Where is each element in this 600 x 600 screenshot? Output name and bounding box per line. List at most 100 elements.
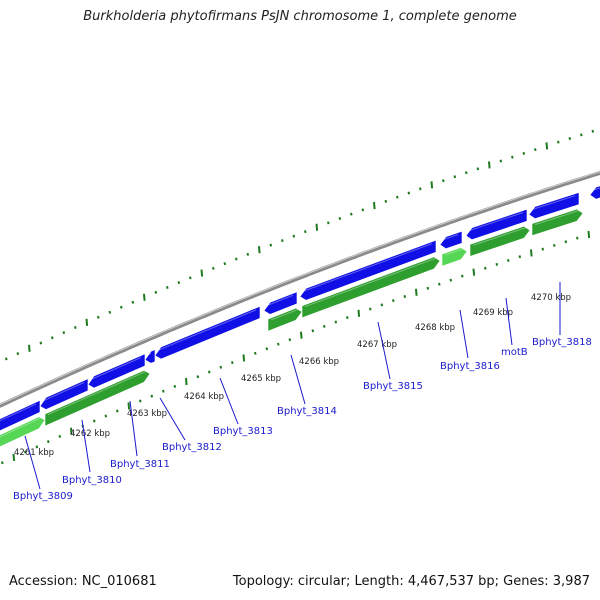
reverse-gene-arrow-shine <box>534 210 580 226</box>
inner-minor-tick <box>449 278 453 282</box>
inner-minor-tick <box>265 347 269 351</box>
outer-major-tick <box>85 318 89 326</box>
inner-minor-tick <box>116 409 119 413</box>
outer-minor-tick <box>327 221 330 225</box>
inner-minor-tick <box>196 375 200 379</box>
kbp-label: 4262 kbp <box>70 429 110 439</box>
outer-minor-tick <box>108 310 112 314</box>
outer-minor-tick <box>511 155 514 159</box>
outer-minor-tick <box>407 191 411 195</box>
map-title: Burkholderia phytofirmans PsJN chromosom… <box>83 9 517 24</box>
inner-minor-tick <box>104 414 108 418</box>
inner-major-tick <box>12 453 16 462</box>
kbp-label: 4267 kbp <box>357 340 397 350</box>
outer-minor-tick <box>269 243 273 247</box>
inner-minor-tick <box>139 399 142 403</box>
inner-major-tick <box>357 309 361 317</box>
reverse-gene-arrow-shine <box>0 417 42 438</box>
outer-minor-tick <box>396 195 399 199</box>
outer-minor-tick <box>304 230 307 234</box>
gene-label: Bphyt_3814 <box>277 406 337 417</box>
kbp-label: 4268 kbp <box>415 323 455 333</box>
gene-label: Bphyt_3810 <box>62 475 122 486</box>
gene-label: Bphyt_3809 <box>13 491 73 502</box>
gene-label: Bphyt_3816 <box>440 361 500 372</box>
inner-minor-tick <box>369 307 372 311</box>
outer-minor-tick <box>361 208 365 212</box>
inner-minor-tick <box>173 384 177 388</box>
inner-minor-tick <box>495 262 499 266</box>
inner-major-tick <box>70 427 73 435</box>
outer-minor-tick <box>74 325 77 329</box>
inner-major-tick <box>530 249 533 257</box>
forward-gene-arrow-shine <box>90 357 142 380</box>
outer-minor-tick <box>223 262 227 266</box>
outer-minor-tick <box>131 300 135 304</box>
outer-minor-tick <box>522 151 526 155</box>
inner-minor-tick <box>403 294 407 298</box>
gene-label: Bphyt_3815 <box>363 381 423 392</box>
inner-major-tick <box>300 331 303 339</box>
outer-minor-tick <box>476 167 480 171</box>
inner-major-tick <box>242 354 246 362</box>
inner-minor-tick <box>334 320 338 324</box>
forward-gene-arrow-shine <box>468 212 524 232</box>
forward-gene-arrow-shine <box>442 234 459 241</box>
forward-gene-arrow <box>263 291 298 315</box>
reverse-gene-arrow-shine <box>47 370 147 416</box>
forward-gene-arrow-shine <box>266 294 294 306</box>
gene-leader-line <box>505 297 513 346</box>
gene-label: motB <box>501 347 528 358</box>
gene-leader-line <box>219 377 239 425</box>
outer-minor-tick <box>120 305 123 309</box>
outer-minor-tick <box>97 315 100 319</box>
gene-leader-line <box>24 435 41 490</box>
outer-minor-tick <box>166 286 169 289</box>
outer-major-tick <box>488 161 491 169</box>
reverse-gene-arrow <box>441 247 468 267</box>
inner-minor-tick <box>35 445 39 449</box>
forward-gene-arrow-shine <box>157 309 257 351</box>
inner-minor-tick <box>219 365 223 369</box>
forward-gene-arrow <box>528 192 580 219</box>
outer-minor-tick <box>51 336 54 340</box>
outer-minor-tick <box>419 187 422 191</box>
gene-label: Bphyt_3813 <box>213 426 273 437</box>
genome-summary-text: Topology: circular; Length: 4,467,537 bp… <box>232 574 590 589</box>
inner-minor-tick <box>392 299 395 303</box>
inner-major-tick <box>415 288 418 296</box>
inner-minor-tick <box>24 450 27 454</box>
backbone-line <box>0 170 600 408</box>
inner-minor-tick <box>323 324 326 328</box>
forward-gene-arrow <box>465 208 528 241</box>
inner-minor-tick <box>208 370 211 374</box>
outer-minor-tick <box>235 257 238 261</box>
outer-minor-tick <box>442 179 445 183</box>
reverse-gene-arrow <box>469 225 531 257</box>
outer-minor-tick <box>338 216 342 220</box>
outer-minor-tick <box>580 133 583 137</box>
gene-label: Bphyt_3811 <box>110 459 170 470</box>
outer-minor-tick <box>568 136 572 140</box>
inner-major-tick <box>472 268 476 276</box>
reverse-gene-arrow <box>0 416 46 448</box>
inner-minor-tick <box>380 303 384 307</box>
reverse-gene-arrow-shine <box>304 257 437 308</box>
outer-minor-tick <box>5 357 8 361</box>
outer-minor-tick <box>16 352 20 356</box>
outer-minor-tick <box>62 331 66 335</box>
gene-leader-line <box>377 321 391 380</box>
inner-minor-tick <box>93 419 96 423</box>
forward-gene-arrow-shine <box>592 187 600 191</box>
outer-major-tick <box>143 293 146 301</box>
inner-minor-tick <box>426 286 430 290</box>
inner-minor-tick <box>346 316 349 320</box>
outer-minor-tick <box>465 171 468 175</box>
kbp-label: 4265 kbp <box>241 374 281 384</box>
forward-gene-arrow <box>144 349 156 364</box>
inner-minor-tick <box>518 255 522 259</box>
outer-major-tick <box>315 223 319 231</box>
reverse-gene-arrow <box>44 369 151 427</box>
outer-major-tick <box>373 202 376 210</box>
reverse-gene-arrow-shine <box>444 248 464 256</box>
